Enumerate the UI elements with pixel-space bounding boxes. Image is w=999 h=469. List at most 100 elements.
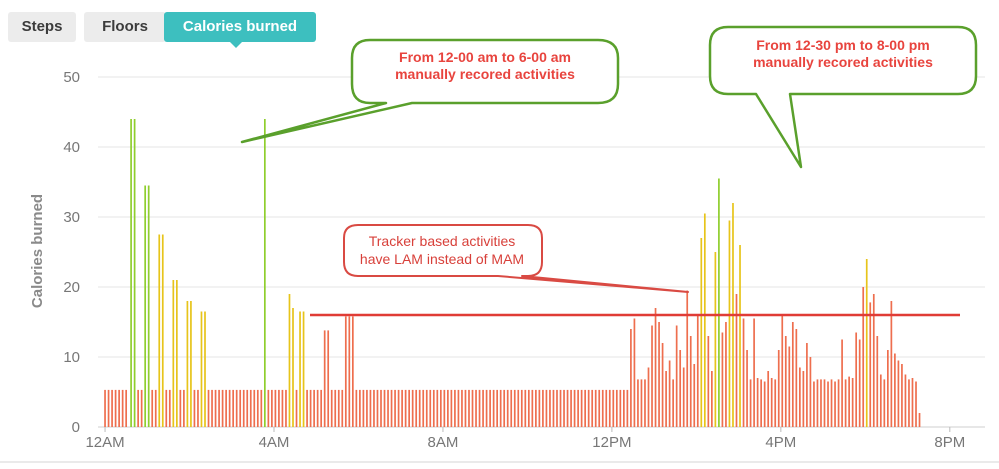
- bar-sedentary: [869, 302, 872, 427]
- bar-sedentary: [348, 316, 351, 427]
- bar-sedentary: [140, 389, 143, 427]
- bar-lightly-active: [172, 280, 175, 427]
- bar-lightly-active: [200, 311, 203, 427]
- bar-sedentary: [915, 381, 917, 427]
- bar-very-active: [718, 178, 720, 427]
- bar-sedentary: [418, 389, 421, 427]
- bar-sedentary: [137, 389, 139, 427]
- bar-sedentary: [686, 290, 689, 427]
- bar-sedentary: [559, 389, 562, 427]
- bar-sedentary: [337, 389, 340, 427]
- bar-sedentary: [355, 389, 358, 427]
- bar-sedentary: [862, 287, 865, 427]
- bar-lightly-active: [703, 213, 706, 427]
- bar-sedentary: [309, 389, 312, 427]
- x-tick-label: 12AM: [85, 434, 124, 451]
- callout-manual-afternoon-line2: manually recored activities: [753, 54, 933, 70]
- bar-sedentary: [753, 318, 755, 427]
- y-tick-label: 30: [63, 209, 80, 226]
- bar-sedentary: [524, 389, 527, 427]
- bar-sedentary: [788, 346, 791, 427]
- x-tick-label: 12PM: [592, 434, 631, 451]
- bar-sedentary: [767, 371, 770, 427]
- bar-sedentary: [615, 389, 618, 427]
- bar-sedentary: [168, 389, 171, 427]
- bar-sedentary: [531, 389, 534, 427]
- bar-sedentary: [510, 389, 513, 427]
- bar-sedentary: [542, 389, 544, 427]
- bar-sedentary: [380, 389, 382, 427]
- bar-sedentary: [517, 389, 520, 427]
- bar-very-active: [133, 119, 136, 427]
- x-tick-label: 8AM: [428, 434, 459, 451]
- bar-sedentary: [707, 336, 710, 427]
- bar-sedentary: [154, 389, 157, 427]
- bar-sedentary: [837, 379, 840, 427]
- bar-sedentary: [344, 316, 347, 427]
- bar-lightly-active: [302, 311, 305, 427]
- bar-sedentary: [623, 389, 625, 427]
- bar-sedentary: [464, 389, 467, 427]
- bar-sedentary: [806, 343, 808, 427]
- bar-sedentary: [242, 389, 245, 427]
- tab-calories-burned[interactable]: Calories burned: [164, 12, 316, 42]
- callout-manual-morning: From 12-00 am to 6-00 am manually recore…: [240, 38, 620, 144]
- bar-sedentary: [689, 336, 692, 427]
- callout-manual-afternoon: From 12-30 pm to 8-00 pm manually recore…: [708, 25, 978, 169]
- bar-sedentary: [468, 389, 470, 427]
- bar-sedentary: [580, 389, 583, 427]
- bar-sedentary: [549, 389, 551, 427]
- bar-sedentary: [373, 389, 375, 427]
- callout-manual-morning-line2: manually recored activities: [395, 66, 575, 82]
- bar-sedentary: [249, 389, 252, 427]
- bar-sedentary: [679, 350, 682, 427]
- bar-sedentary: [422, 389, 425, 427]
- bar-sedentary: [661, 343, 664, 427]
- bar-very-active: [130, 119, 132, 427]
- callout-tracker-based-line2: have LAM instead of MAM: [360, 251, 524, 267]
- tab-steps[interactable]: Steps: [8, 12, 76, 42]
- bar-sedentary: [253, 389, 256, 427]
- bar-sedentary: [605, 389, 608, 427]
- bar-sedentary: [165, 389, 168, 427]
- bar-sedentary: [387, 389, 389, 427]
- bar-sedentary: [587, 389, 590, 427]
- bar-sedentary: [901, 364, 903, 427]
- bar-sedentary: [770, 378, 773, 427]
- bar-sedentary: [235, 389, 238, 427]
- bar-sedentary: [637, 379, 639, 427]
- bar-sedentary: [334, 389, 337, 427]
- bar-sedentary: [383, 389, 386, 427]
- bar-sedentary: [214, 389, 217, 427]
- callout-manual-afternoon-line1: From 12-30 pm to 8-00 pm: [756, 37, 930, 53]
- bar-lightly-active: [728, 220, 731, 427]
- bar-sedentary: [197, 389, 199, 427]
- bar-lightly-active: [288, 294, 291, 427]
- bar-sedentary: [619, 389, 622, 427]
- bar-sedentary: [520, 389, 523, 427]
- bar-sedentary: [883, 379, 886, 427]
- bar-lightly-active: [204, 311, 206, 427]
- bar-sedentary: [246, 389, 249, 427]
- bar-sedentary: [274, 389, 277, 427]
- bar-sedentary: [496, 389, 498, 427]
- bar-sedentary: [218, 389, 220, 427]
- bar-sedentary: [183, 389, 185, 427]
- bar-sedentary: [425, 389, 428, 427]
- bar-sedentary: [408, 389, 410, 427]
- bar-very-active: [144, 185, 147, 427]
- bar-sedentary: [601, 389, 604, 427]
- bar-sedentary: [675, 325, 678, 427]
- bar-lightly-active: [865, 259, 868, 427]
- bar-lightly-active: [739, 245, 741, 427]
- bar-sedentary: [489, 389, 491, 427]
- bar-sedentary: [756, 378, 759, 427]
- bar-sedentary: [570, 389, 572, 427]
- tab-floors[interactable]: Floors: [84, 12, 166, 42]
- bar-sedentary: [834, 381, 836, 427]
- bar-sedentary: [492, 389, 495, 427]
- bar-sedentary: [598, 389, 601, 427]
- bar-sedentary: [285, 389, 287, 427]
- bar-sedentary: [341, 389, 344, 427]
- bar-sedentary: [527, 389, 530, 427]
